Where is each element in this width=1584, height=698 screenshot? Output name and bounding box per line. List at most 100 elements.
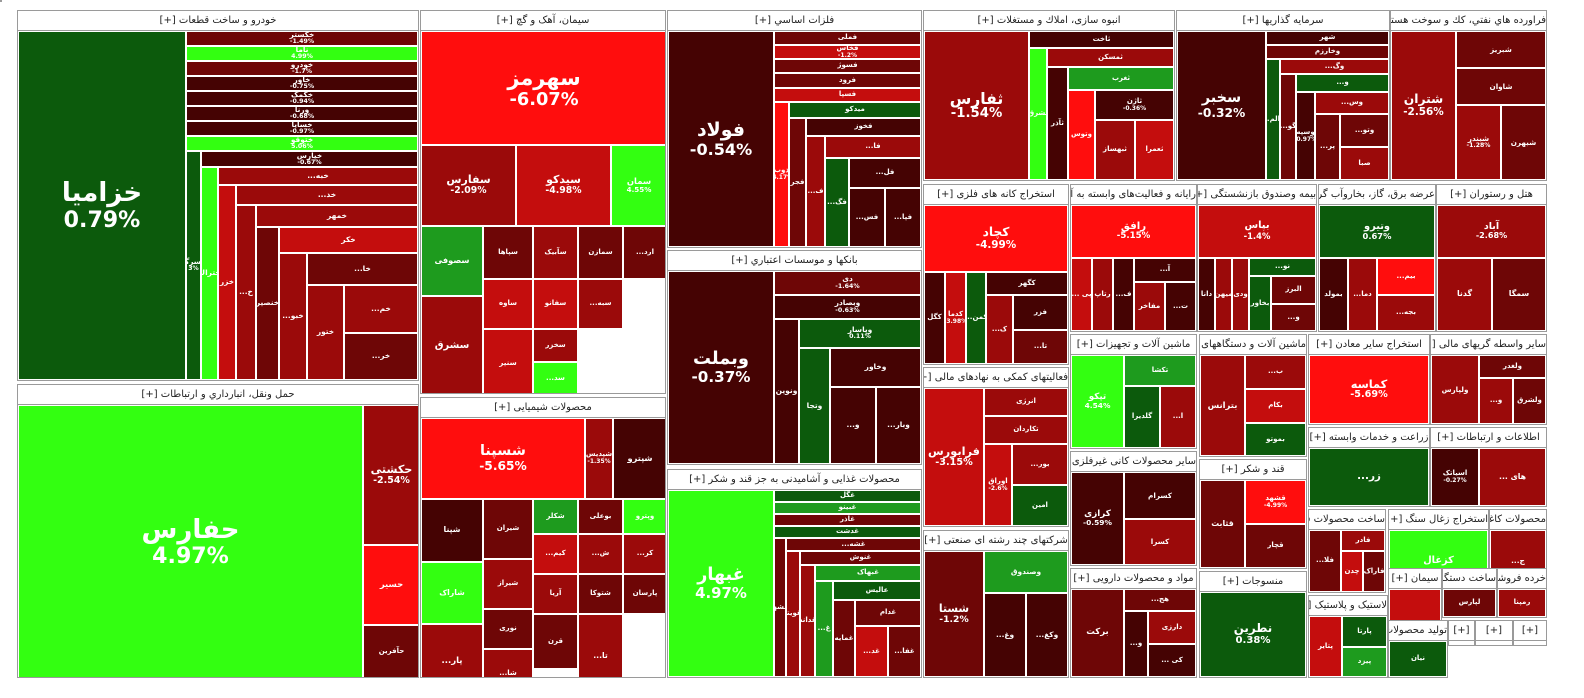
sector-title[interactable]: لاستیک و پلاستیک [+] <box>1309 596 1387 616</box>
stock-tile[interactable]: میهن <box>1215 258 1232 331</box>
stock-tile[interactable]: فملی <box>774 31 921 45</box>
stock-tile[interactable]: میدکو <box>789 102 921 118</box>
sector-title[interactable]: زراعت و خدمات وابسته [+] <box>1309 428 1429 448</box>
stock-tile[interactable]: خکمک -0.94% <box>186 91 418 106</box>
stock-tile[interactable]: ثآذر <box>1047 67 1068 180</box>
stock-tile[interactable]: دانا <box>1198 258 1215 331</box>
sector-title[interactable]: [+] <box>1514 621 1546 641</box>
stock-tile[interactable]: پارسان <box>623 574 665 614</box>
stock-tile[interactable]: ...شا <box>483 649 533 677</box>
stock-tile[interactable]: غگل <box>774 490 921 502</box>
stock-tile[interactable]: اسیاتک -0.27% <box>1431 448 1479 506</box>
stock-tile[interactable]: ...کمن <box>966 272 986 364</box>
stock-tile[interactable]: خکر <box>279 227 418 253</box>
stock-tile[interactable]: ورنا -0.68% <box>186 106 418 121</box>
sector-title[interactable]: محصولات کاغذی [+] <box>1490 510 1546 530</box>
stock-tile[interactable]: وبصادر -0.63% <box>774 295 921 319</box>
stock-tile[interactable]: حآفرین <box>363 625 418 677</box>
stock-tile[interactable]: خمهر <box>256 205 418 227</box>
stock-tile[interactable]: پارتا <box>1342 616 1387 647</box>
stock-tile[interactable]: کگل <box>924 272 945 364</box>
stock-tile[interactable]: ...فل <box>849 158 921 188</box>
stock-tile[interactable]: پیزد <box>1342 647 1387 677</box>
stock-tile[interactable]: شبهرن <box>1501 105 1546 180</box>
sector-title[interactable]: استخراج سایر معادن [+] <box>1309 335 1429 355</box>
stock-tile[interactable]: سصوفی <box>421 226 483 296</box>
stock-tile[interactable]: تکشا <box>1124 355 1196 386</box>
stock-tile[interactable]: برکت <box>1071 589 1124 677</box>
stock-tile[interactable]: ونوین <box>774 319 799 464</box>
stock-tile[interactable]: غبشهر <box>774 538 786 677</box>
stock-tile[interactable]: غبهار 4.97% <box>668 490 774 677</box>
sector-title[interactable]: ماشین آلات و دستگاههای برقی [+] <box>1200 335 1306 355</box>
stock-tile[interactable]: ختراك <box>201 167 218 380</box>
stock-tile[interactable]: شستا -1.2% <box>924 551 984 677</box>
stock-tile[interactable]: دارزی <box>1148 611 1196 644</box>
stock-tile[interactable]: ...و <box>1296 74 1389 92</box>
stock-tile[interactable]: ناما 4.99% <box>186 46 418 61</box>
stock-tile[interactable]: ثشرق <box>1029 48 1047 180</box>
stock-tile[interactable]: قثابت <box>1200 480 1245 568</box>
stock-tile[interactable]: وپاسار 0.11% <box>799 319 921 348</box>
sector-title[interactable]: قند و شکر [+] <box>1200 460 1306 480</box>
stock-tile[interactable]: ...و <box>1124 611 1148 677</box>
stock-tile[interactable]: فزر <box>1013 295 1068 330</box>
stock-tile[interactable]: خنصیر <box>256 227 279 380</box>
sector-title[interactable]: خودرو و ساخت قطعات [+] <box>18 11 418 31</box>
sector-title[interactable]: مواد و محصولات دارویی [+] <box>1071 569 1196 589</box>
stock-tile[interactable]: ...بور <box>1012 444 1068 485</box>
stock-tile[interactable]: ...پر <box>1315 114 1340 180</box>
stock-tile[interactable]: صبا <box>1340 147 1389 180</box>
stock-tile[interactable]: ...هج <box>1124 589 1196 611</box>
stock-tile[interactable]: رمپنا <box>1498 589 1546 617</box>
sector-title[interactable]: سایر واسطه گریهای مالی [+] <box>1431 335 1546 355</box>
stock-tile[interactable]: ...کیم <box>533 534 578 574</box>
sector-title[interactable]: بیمه وصندوق بازنشستگی [+] <box>1198 185 1316 205</box>
stock-tile[interactable]: گلدیرا <box>1124 386 1160 448</box>
stock-tile[interactable]: خگستر -1.49% <box>186 31 418 46</box>
stock-tile[interactable]: ...آ <box>1134 258 1196 282</box>
stock-tile[interactable]: ثعمرا <box>1135 120 1174 180</box>
stock-tile[interactable]: ذوب-4.17% <box>774 102 789 247</box>
stock-tile[interactable]: بوعلی <box>578 499 623 534</box>
stock-tile[interactable]: کرازی -0.59% <box>1071 472 1124 565</box>
sector-title[interactable]: استخراج زغال سنگ [+] <box>1389 510 1488 530</box>
stock-tile[interactable]: وتوس <box>1068 90 1095 180</box>
stock-tile[interactable]: آریا <box>533 574 578 614</box>
stock-tile[interactable]: کدما -3.98% <box>945 272 966 364</box>
stock-tile[interactable]: خزامیا 0.79% <box>18 31 186 380</box>
stock-tile[interactable]: ولغدر <box>1479 355 1546 378</box>
stock-tile[interactable]: حسیر <box>363 545 418 625</box>
stock-tile[interactable]: ...بجه <box>1377 295 1435 331</box>
sector-title[interactable]: شرکتهای چند رشته ای صنعتی [+] <box>924 531 1068 551</box>
stock-tile[interactable]: ...خر <box>344 333 418 380</box>
stock-tile[interactable]: سمان 4.55% <box>611 145 665 226</box>
stock-tile[interactable]: سنیر <box>483 329 533 393</box>
stock-tile[interactable]: قشهد -4.99% <box>1245 480 1306 524</box>
stock-tile[interactable]: بترانس <box>1200 355 1245 456</box>
stock-tile[interactable]: وسپه-0.97% <box>1296 92 1315 180</box>
stock-tile[interactable]: ...فپا <box>885 188 921 247</box>
sector-title[interactable]: عرضه برق، گاز، بخاروآب گرم [+] <box>1319 185 1435 205</box>
stock-tile[interactable]: ودی <box>1232 258 1249 331</box>
stock-tile[interactable]: وتجا <box>799 348 830 464</box>
stock-tile[interactable]: ...فگ <box>825 158 849 247</box>
stock-tile[interactable]: ...ت <box>1165 282 1196 331</box>
sector-title[interactable]: فلزات اساسي [+] <box>668 11 921 31</box>
stock-tile[interactable]: ...خم <box>344 285 418 333</box>
stock-tile[interactable]: شاراک <box>421 562 483 624</box>
stock-tile[interactable]: ...ف <box>806 136 825 247</box>
stock-tile[interactable]: ...و <box>1479 378 1513 424</box>
stock-tile[interactable]: انرژی <box>984 388 1068 416</box>
stock-tile[interactable]: شسپنا -5.65% <box>421 418 585 499</box>
stock-tile[interactable]: ...ف <box>1113 258 1134 331</box>
stock-tile[interactable]: سمگا <box>1492 258 1546 331</box>
stock-tile[interactable]: ...والم <box>1266 59 1280 180</box>
stock-tile[interactable]: غدانه <box>800 565 815 677</box>
stock-tile[interactable]: شبندر -1.28% <box>1456 105 1501 180</box>
stock-tile[interactable]: ...کر <box>623 534 665 574</box>
stock-tile[interactable]: ...نو <box>1249 258 1316 276</box>
stock-tile[interactable]: وبملت -0.37% <box>668 271 774 464</box>
stock-tile[interactable]: ...غفا <box>888 626 921 677</box>
stock-tile[interactable]: بکام <box>1245 389 1306 423</box>
